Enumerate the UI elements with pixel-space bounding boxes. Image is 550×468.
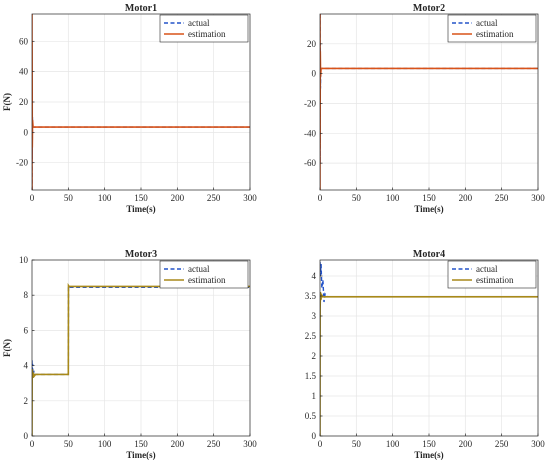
x-axis-label: Time(s) xyxy=(414,204,443,214)
x-tick-label: 300 xyxy=(243,193,257,203)
y-tick-label: 0 xyxy=(312,431,317,441)
x-tick-label: 100 xyxy=(98,193,112,203)
x-tick-label: 50 xyxy=(352,193,362,203)
x-tick-label: 250 xyxy=(207,193,221,203)
y-tick-label: 10 xyxy=(19,255,29,265)
x-tick-label: 200 xyxy=(459,439,473,449)
y-tick-label: 20 xyxy=(307,39,317,49)
y-tick-label: 0.5 xyxy=(305,411,317,421)
x-tick-label: 0 xyxy=(318,193,323,203)
x-axis-label: Time(s) xyxy=(126,204,155,214)
x-axis-label: Time(s) xyxy=(126,450,155,460)
chart-panel-3: 0 50 100 150 200 250 300 0 2 4 6 8 10 Motor3 Time(s) F(… xyxy=(2,249,257,460)
x-tick-label: 50 xyxy=(64,193,74,203)
x-tick-label: 100 xyxy=(386,439,400,449)
x-tick-label: 250 xyxy=(495,193,509,203)
x-tick-label: 200 xyxy=(459,193,473,203)
y-tick-label: 3.5 xyxy=(305,291,317,301)
x-tick-label: 300 xyxy=(531,193,545,203)
y-tick-label: -40 xyxy=(304,128,316,138)
y-axis-label: F(N) xyxy=(2,339,12,357)
legend-box xyxy=(159,14,249,43)
x-tick-label: 0 xyxy=(30,439,35,449)
y-tick-label: 0 xyxy=(312,69,317,79)
y-tick-label: 2 xyxy=(312,351,317,361)
y-axis-label: F(N) xyxy=(2,93,12,111)
legend-box xyxy=(447,260,537,289)
chart-title: Motor4 xyxy=(413,249,445,260)
chart-title: Motor1 xyxy=(125,3,157,14)
x-tick-label: 300 xyxy=(531,439,545,449)
x-tick-label: 150 xyxy=(134,193,148,203)
series-line-actual xyxy=(320,261,538,303)
y-tick-label: 6 xyxy=(24,325,29,335)
x-tick-label: 150 xyxy=(422,193,436,203)
chart-panel-2: 0 50 100 150 200 250 300 -60 -40 -20 0 20 Motor2 Time… xyxy=(304,3,545,214)
x-tick-label: 150 xyxy=(422,439,436,449)
legend-label-estimation: estimation xyxy=(476,29,514,39)
legend-label-actual: actual xyxy=(476,264,498,274)
y-tick-label: -20 xyxy=(304,98,316,108)
y-tick-label: 0 xyxy=(24,431,29,441)
legend-label-actual: actual xyxy=(188,264,210,274)
y-tick-label: 1 xyxy=(312,391,317,401)
x-tick-label: 50 xyxy=(352,439,362,449)
x-tick-label: 200 xyxy=(171,193,185,203)
legend-label-estimation: estimation xyxy=(188,29,226,39)
x-tick-label: 150 xyxy=(134,439,148,449)
chart-title: Motor2 xyxy=(413,3,445,14)
legend-box xyxy=(447,14,537,43)
legend-box xyxy=(159,260,249,289)
x-tick-label: 250 xyxy=(207,439,221,449)
y-tick-label: 2 xyxy=(24,396,29,406)
y-tick-label: 40 xyxy=(19,67,29,77)
y-tick-label: -60 xyxy=(304,158,316,168)
legend-label-estimation: estimation xyxy=(476,275,514,285)
y-tick-label: 8 xyxy=(24,290,29,300)
y-tick-label: 4 xyxy=(312,271,317,281)
y-tick-label: 20 xyxy=(19,97,29,107)
y-tick-label: 0 xyxy=(24,127,29,137)
legend-label-actual: actual xyxy=(476,18,498,28)
x-tick-label: 0 xyxy=(318,439,323,449)
x-axis-label: Time(s) xyxy=(414,450,443,460)
y-tick-label: 4 xyxy=(24,361,29,371)
x-tick-label: 50 xyxy=(64,439,74,449)
chart-panel-4: 0 50 100 150 200 250 300 0 0.5 1 1.5 2 2.5 3 3.5 4 Motor… xyxy=(305,249,546,460)
x-tick-label: 300 xyxy=(243,439,257,449)
y-tick-label: 60 xyxy=(19,36,29,46)
y-tick-label: 3 xyxy=(312,311,317,321)
y-tick-label: -20 xyxy=(16,158,28,168)
y-tick-label: 1.5 xyxy=(305,371,317,381)
chart-title: Motor3 xyxy=(125,249,157,260)
x-tick-label: 100 xyxy=(98,439,112,449)
x-tick-label: 0 xyxy=(30,193,35,203)
y-tick-label: 2.5 xyxy=(305,331,317,341)
legend-label-actual: actual xyxy=(188,18,210,28)
legend-label-estimation: estimation xyxy=(188,275,226,285)
x-tick-label: 250 xyxy=(495,439,509,449)
x-tick-label: 100 xyxy=(386,193,400,203)
chart-panel-1: 0 50 100 150 200 250 300 -20 0 20 40 60 Motor1 Time(s… xyxy=(2,3,257,214)
x-tick-label: 200 xyxy=(171,439,185,449)
